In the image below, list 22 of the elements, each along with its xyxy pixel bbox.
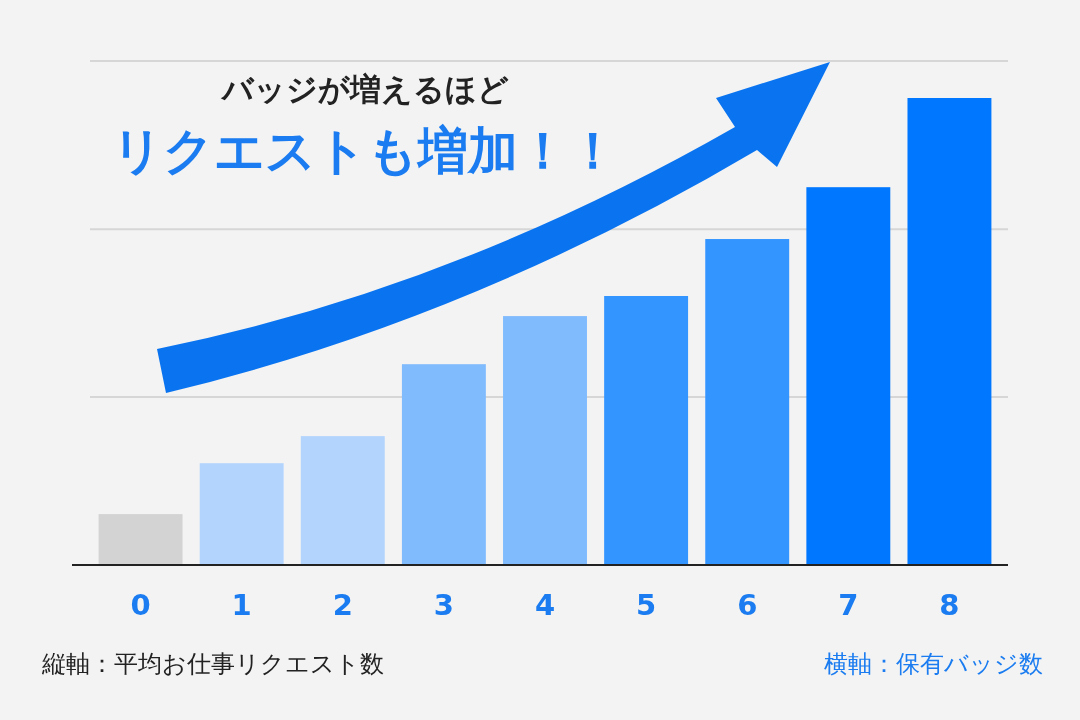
x-tick-label: 5 bbox=[636, 588, 657, 622]
bar bbox=[503, 316, 587, 565]
bar bbox=[98, 514, 183, 565]
bar bbox=[199, 463, 284, 565]
chart-title: バッジが増えるほど bbox=[219, 71, 509, 107]
y-axis-title: 縦軸：平均お仕事リクエスト数 bbox=[41, 650, 384, 678]
x-tick-label: 6 bbox=[737, 588, 758, 622]
bar bbox=[604, 296, 689, 565]
bar bbox=[300, 436, 385, 565]
x-tick-label: 1 bbox=[231, 588, 252, 622]
bar bbox=[401, 364, 486, 565]
x-tick-label: 0 bbox=[130, 588, 151, 622]
x-tick-label: 3 bbox=[433, 588, 454, 622]
x-tick-label: 8 bbox=[939, 588, 960, 622]
bar bbox=[806, 187, 891, 565]
x-axis-title: 横軸：保有バッジ数 bbox=[824, 650, 1043, 678]
x-tick-label: 2 bbox=[332, 588, 353, 622]
bar bbox=[907, 98, 992, 565]
bar bbox=[705, 239, 790, 565]
text: リクエストも増加！！ bbox=[112, 122, 618, 180]
x-tick-label: 7 bbox=[838, 588, 859, 622]
x-tick-label: 4 bbox=[534, 588, 556, 622]
